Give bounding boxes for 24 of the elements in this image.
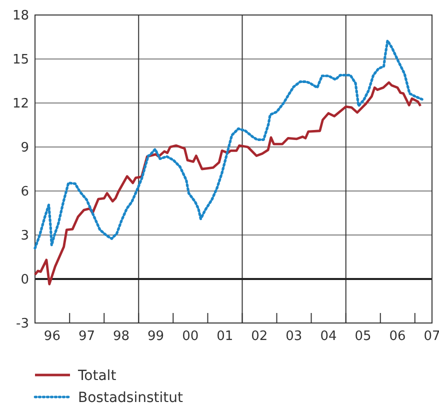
line-series xyxy=(34,39,424,250)
x-tick-label: 97 xyxy=(78,329,95,344)
x-tick-label: 98 xyxy=(112,329,130,344)
x-tick-label: 04 xyxy=(320,329,337,344)
x-tick-label: 96 xyxy=(44,329,60,344)
x-tick-label: 05 xyxy=(354,329,372,344)
y-tick-label: 6 xyxy=(20,184,29,200)
y-tick-label: 18 xyxy=(12,8,29,24)
y-tick-label: 15 xyxy=(12,52,29,68)
x-tick-label: 03 xyxy=(286,329,302,344)
y-tick-label: 9 xyxy=(20,140,29,156)
x-tick-label: 01 xyxy=(216,329,234,344)
y-tick-label: 12 xyxy=(12,96,29,112)
line-series xyxy=(34,81,422,286)
y-tick-label: 0 xyxy=(20,272,29,288)
y-tick-label: -3 xyxy=(16,316,29,332)
legend-label: Bostadsinstitut xyxy=(78,390,184,406)
x-tick-label: 06 xyxy=(389,329,406,344)
x-tick-label: 99 xyxy=(147,329,164,344)
x-tick-label: 02 xyxy=(251,329,268,344)
legend-label: Totalt xyxy=(77,368,117,384)
x-tick-label: 00 xyxy=(182,329,199,344)
x-tick-label: 07 xyxy=(424,329,439,344)
y-tick-label: 3 xyxy=(20,228,29,244)
